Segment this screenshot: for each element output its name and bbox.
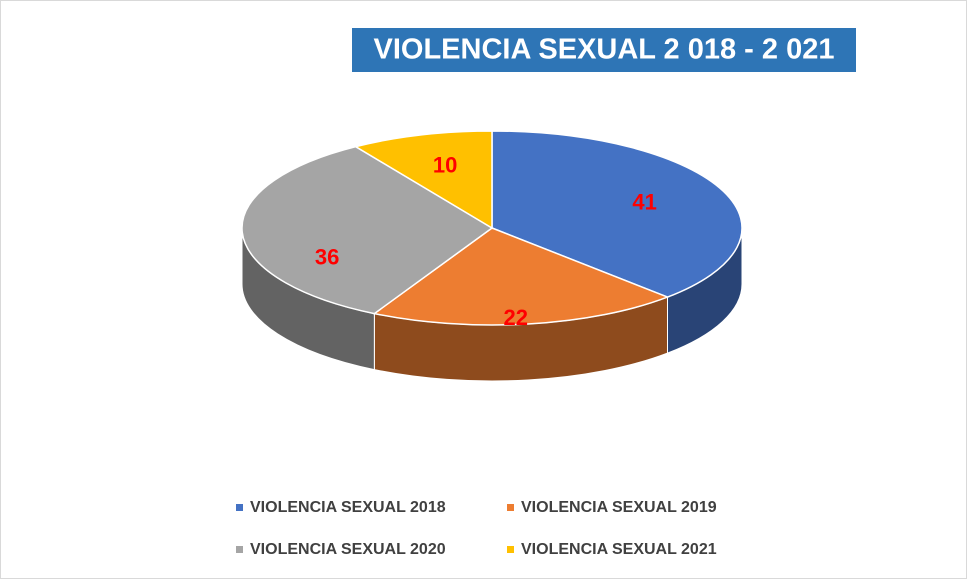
legend-marker	[236, 546, 243, 553]
slice	[491, 130, 743, 298]
data-label: 22	[503, 305, 527, 330]
data-label: 36	[315, 245, 339, 270]
data-label: 10	[433, 152, 457, 177]
legend-label: VIOLENCIA SEXUAL 2018	[250, 499, 446, 516]
slice	[353, 130, 493, 230]
chart-title: VIOLENCIA SEXUAL 2 018 - 2 021	[374, 34, 835, 66]
legend-label: VIOLENCIA SEXUAL 2019	[521, 499, 717, 516]
slice	[241, 145, 494, 315]
legend-marker	[236, 504, 243, 511]
data-label: 41	[632, 190, 656, 215]
title-box	[352, 28, 856, 72]
slice	[372, 227, 670, 326]
legend-label: VIOLENCIA SEXUAL 2020	[250, 541, 446, 558]
legend-marker	[507, 504, 514, 511]
legend-marker	[507, 546, 514, 553]
legend-label: VIOLENCIA SEXUAL 2021	[521, 541, 717, 558]
